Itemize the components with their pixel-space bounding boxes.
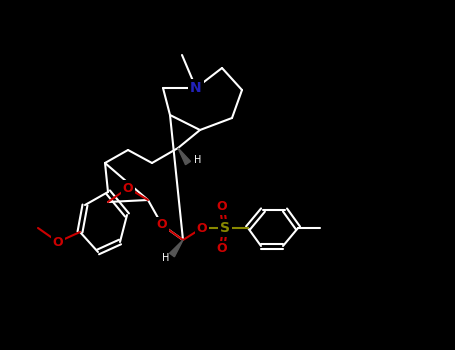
Polygon shape bbox=[170, 240, 183, 257]
Text: N: N bbox=[190, 81, 202, 95]
Text: H: H bbox=[194, 155, 202, 165]
Text: H: H bbox=[162, 253, 169, 263]
Text: O: O bbox=[53, 236, 63, 248]
Text: O: O bbox=[157, 218, 167, 231]
Polygon shape bbox=[178, 148, 191, 164]
Text: O: O bbox=[123, 182, 133, 195]
Text: O: O bbox=[197, 222, 207, 235]
Text: S: S bbox=[220, 221, 230, 235]
Text: O: O bbox=[217, 201, 228, 214]
Text: O: O bbox=[217, 243, 228, 256]
